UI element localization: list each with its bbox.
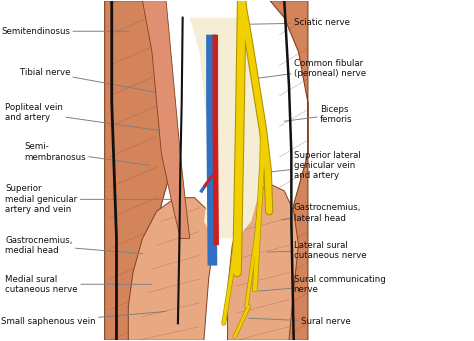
Text: Tibial nerve: Tibial nerve — [19, 68, 156, 92]
Text: Sural nerve: Sural nerve — [249, 317, 351, 326]
Polygon shape — [190, 18, 261, 238]
Polygon shape — [270, 1, 308, 340]
Text: Superior
medial genicular
artery and vein: Superior medial genicular artery and vei… — [5, 184, 171, 214]
Text: Medial sural
cutaneous nerve: Medial sural cutaneous nerve — [5, 275, 152, 294]
Text: Small saphenous vein: Small saphenous vein — [1, 311, 166, 326]
Text: Semi-
membranosus: Semi- membranosus — [24, 142, 150, 165]
Polygon shape — [128, 198, 213, 340]
Text: Biceps
femoris: Biceps femoris — [284, 105, 352, 124]
Text: Superior lateral
genicular vein
and artery: Superior lateral genicular vein and arte… — [254, 150, 360, 180]
Polygon shape — [228, 184, 299, 340]
Text: Sciatic nerve: Sciatic nerve — [237, 18, 350, 27]
Text: Gastrocnemius,
medial head: Gastrocnemius, medial head — [5, 236, 143, 255]
Text: Popliteal vein
and artery: Popliteal vein and artery — [5, 103, 166, 131]
Polygon shape — [105, 1, 175, 340]
Text: Lateral sural
cutaneous nerve: Lateral sural cutaneous nerve — [268, 241, 366, 260]
Polygon shape — [143, 1, 190, 238]
Text: Sural communicating
nerve: Sural communicating nerve — [258, 275, 385, 294]
Text: Semitendinosus: Semitendinosus — [1, 27, 128, 36]
Text: Common fibular
(peroneal) nerve: Common fibular (peroneal) nerve — [254, 59, 366, 79]
Text: Gastrocnemius,
lateral head: Gastrocnemius, lateral head — [282, 203, 361, 223]
